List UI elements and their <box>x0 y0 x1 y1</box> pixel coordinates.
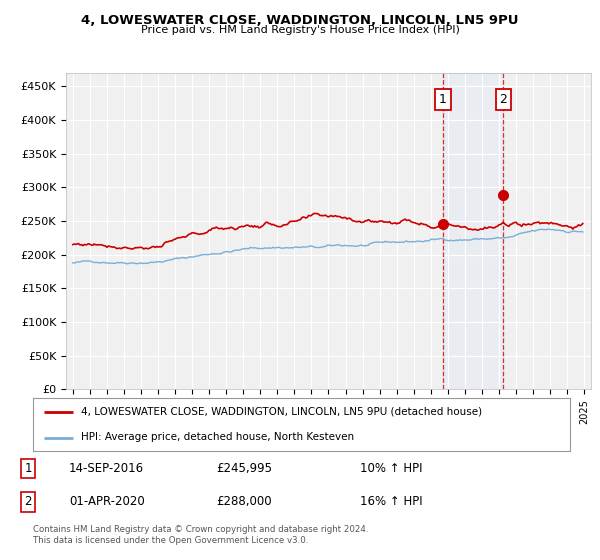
Text: 16% ↑ HPI: 16% ↑ HPI <box>360 496 422 508</box>
Text: £245,995: £245,995 <box>216 462 272 475</box>
Text: HPI: Average price, detached house, North Kesteven: HPI: Average price, detached house, Nort… <box>82 432 355 442</box>
Text: £288,000: £288,000 <box>216 496 272 508</box>
Text: 1: 1 <box>25 462 32 475</box>
Text: Price paid vs. HM Land Registry's House Price Index (HPI): Price paid vs. HM Land Registry's House … <box>140 25 460 35</box>
Text: 2: 2 <box>499 93 507 106</box>
Text: 4, LOWESWATER CLOSE, WADDINGTON, LINCOLN, LN5 9PU: 4, LOWESWATER CLOSE, WADDINGTON, LINCOLN… <box>81 14 519 27</box>
Text: 4, LOWESWATER CLOSE, WADDINGTON, LINCOLN, LN5 9PU (detached house): 4, LOWESWATER CLOSE, WADDINGTON, LINCOLN… <box>82 407 482 417</box>
Text: 01-APR-2020: 01-APR-2020 <box>69 496 145 508</box>
Text: 10% ↑ HPI: 10% ↑ HPI <box>360 462 422 475</box>
Bar <box>443 73 503 389</box>
Text: 1: 1 <box>439 93 447 106</box>
Text: Contains HM Land Registry data © Crown copyright and database right 2024.
This d: Contains HM Land Registry data © Crown c… <box>33 525 368 545</box>
Text: 14-SEP-2016: 14-SEP-2016 <box>69 462 144 475</box>
Text: 2: 2 <box>25 496 32 508</box>
